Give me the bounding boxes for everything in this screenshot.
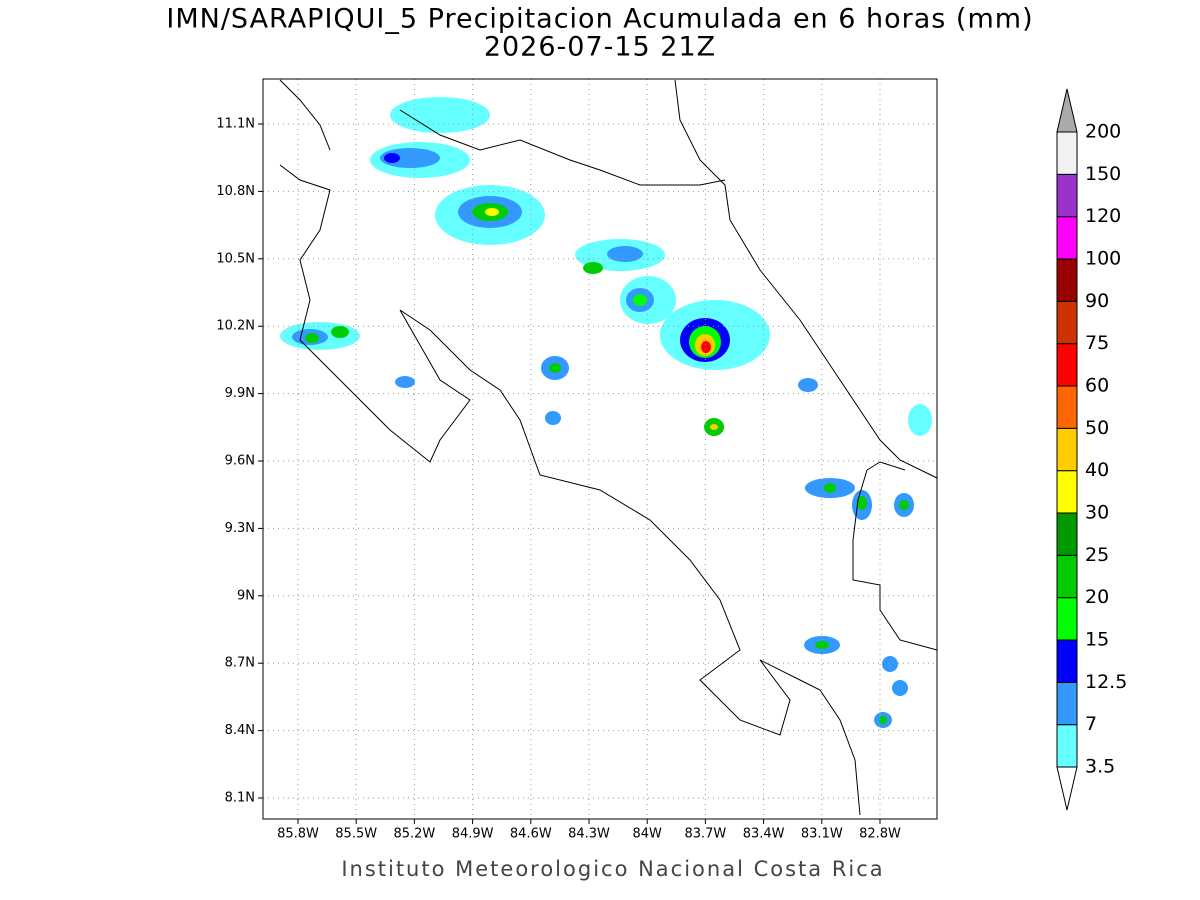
map-frame (262, 78, 938, 820)
colorbar-label: 30 (1085, 502, 1109, 524)
colorbar-box (1056, 427, 1078, 472)
colorbar-label: 60 (1085, 375, 1109, 397)
footer: Instituto Meteorologico Nacional Costa R… (341, 857, 884, 881)
colorbar-label: 12.5 (1085, 671, 1127, 693)
colorbar-box (1056, 131, 1078, 175)
lon-tick-label: 82.8W (859, 827, 901, 842)
colorbar-box (1056, 216, 1078, 260)
lon-tick-label: 85.2W (393, 827, 435, 842)
colorbar-label: 120 (1085, 205, 1121, 227)
lat-tick-label: 10.2N (216, 319, 255, 334)
colorbar-label: 3.5 (1085, 756, 1115, 778)
lon-tick-label: 85.8W (277, 827, 319, 842)
lat-tick-label: 10.5N (216, 251, 255, 266)
lat-tick-label: 10.8N (216, 184, 255, 199)
colorbar-box (1056, 343, 1078, 387)
lat-tick-label: 9N (237, 588, 255, 603)
colorbar-label: 200 (1085, 121, 1121, 143)
colorbar-box (1056, 681, 1078, 726)
lon-tick-label: 85.5W (335, 827, 377, 842)
colorbar-box (1056, 385, 1078, 429)
lon-tick-label: 83.4W (743, 827, 785, 842)
lat-tick-label: 8.1N (225, 791, 255, 806)
colorbar-box (1056, 258, 1078, 302)
lon-tick-label: 83.7W (684, 827, 726, 842)
colorbar-under (1056, 766, 1078, 811)
lon-tick-label: 84W (632, 827, 662, 842)
lon-tick-label: 83.1W (801, 827, 843, 842)
colorbar-label: 25 (1085, 544, 1109, 566)
colorbar-box (1056, 597, 1078, 641)
colorbar-label: 20 (1085, 586, 1109, 608)
colorbar-label: 90 (1085, 290, 1109, 312)
colorbar-label: 15 (1085, 629, 1109, 651)
colorbar-box (1056, 470, 1078, 514)
subtitle: 2026-07-15 21Z (484, 32, 716, 63)
colorbar: 3.5 7 12.5 15 20 25 30 40 50 60 75 90 100 120 150 200 (1056, 88, 1127, 811)
colorbar-label: 7 (1085, 713, 1097, 735)
colorbar-label: 150 (1085, 163, 1121, 185)
lon-tick-label: 84.6W (510, 827, 552, 842)
colorbar-box (1056, 554, 1078, 599)
map (258, 78, 938, 824)
lon-tick-label: 84.3W (568, 827, 610, 842)
colorbar-box (1056, 724, 1078, 768)
title: IMN/SARAPIQUI_5 Precipitacion Acumulada … (166, 4, 1033, 35)
lat-tick-label: 9.9N (225, 386, 255, 401)
colorbar-box (1056, 300, 1078, 345)
coastline (279, 79, 861, 816)
border (399, 79, 938, 651)
colorbar-box (1056, 512, 1078, 556)
colorbar-box (1056, 173, 1078, 218)
lat-tick-label: 8.4N (225, 723, 255, 738)
colorbar-over (1056, 88, 1078, 133)
colorbar-label: 100 (1085, 248, 1121, 270)
lat-tick-label: 9.6N (225, 454, 255, 469)
colorbar-label: 50 (1085, 417, 1109, 439)
colorbar-label: 75 (1085, 332, 1109, 354)
colorbar-label: 40 (1085, 459, 1109, 481)
lat-tick-label: 9.3N (225, 521, 255, 536)
lon-tick-label: 84.9W (452, 827, 494, 842)
lat-tick-label: 8.7N (225, 656, 255, 671)
precipitation (280, 97, 932, 728)
colorbar-box (1056, 639, 1078, 683)
lat-tick-label: 11.1N (216, 117, 255, 132)
